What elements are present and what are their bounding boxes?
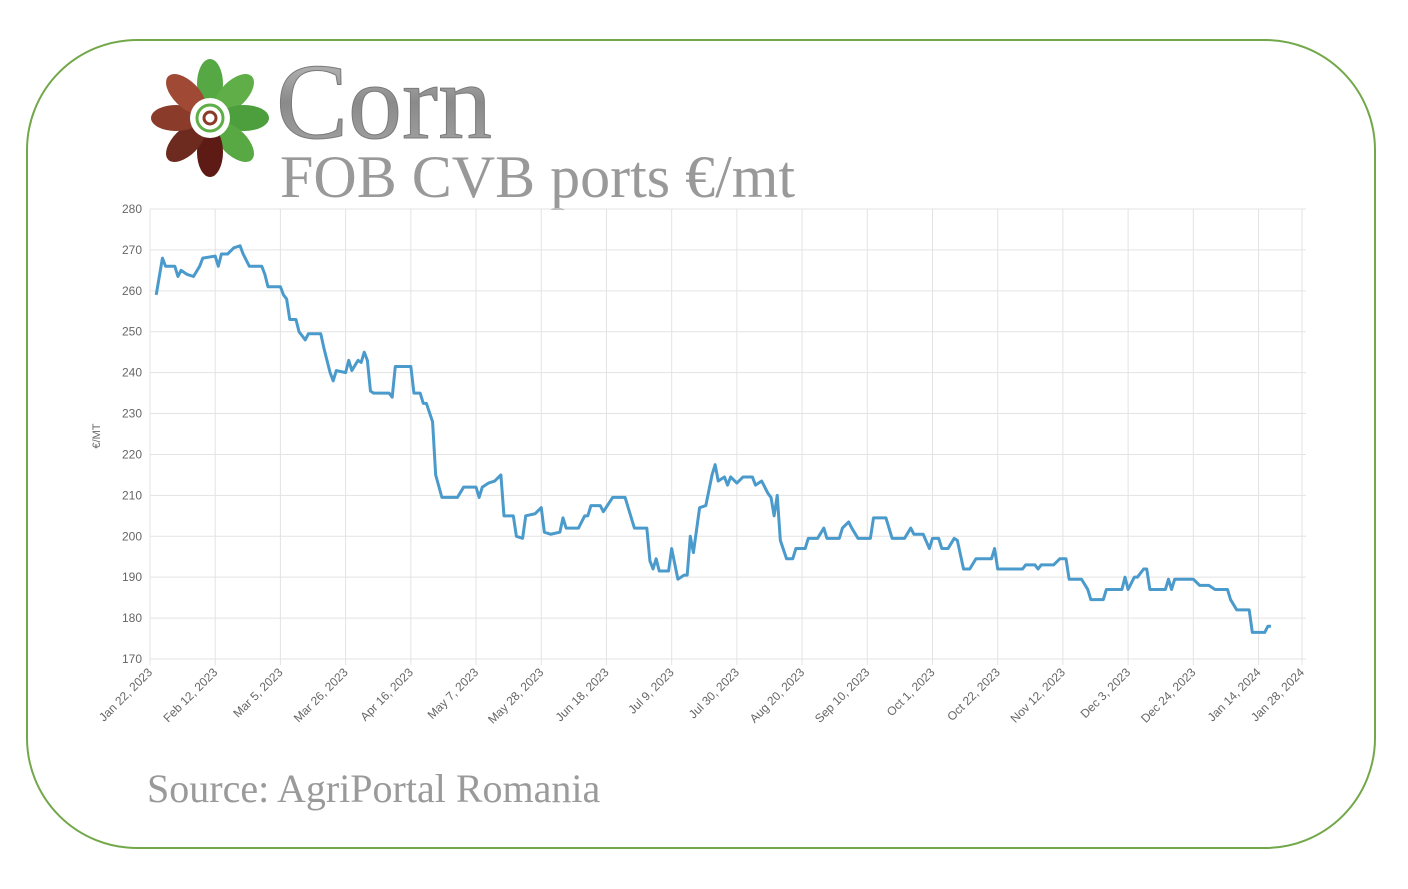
- chart-title: Corn: [276, 43, 492, 162]
- chart-subtitle: FOB CVB ports €/mt: [280, 144, 795, 210]
- y-axis-label: €/MT: [91, 423, 103, 448]
- y-tick-label: 260: [122, 284, 142, 298]
- logo: [151, 59, 269, 177]
- y-tick-label: 200: [122, 529, 142, 543]
- y-tick-label: 170: [122, 652, 142, 666]
- y-tick-label: 210: [122, 488, 142, 502]
- y-tick-label: 190: [122, 570, 142, 584]
- y-tick-label: 250: [122, 325, 142, 339]
- frame: [26, 39, 1376, 849]
- source-note: Source: AgriPortal Romania: [147, 766, 601, 811]
- y-tick-label: 280: [122, 202, 142, 216]
- grid: [149, 208, 1306, 665]
- y-tick-label: 270: [122, 243, 142, 257]
- price-line: [154, 244, 1271, 634]
- y-tick-label: 180: [122, 611, 142, 625]
- y-tick-label: 220: [122, 447, 142, 461]
- y-tick-label: 240: [122, 366, 142, 380]
- y-tick-label: 230: [122, 407, 142, 421]
